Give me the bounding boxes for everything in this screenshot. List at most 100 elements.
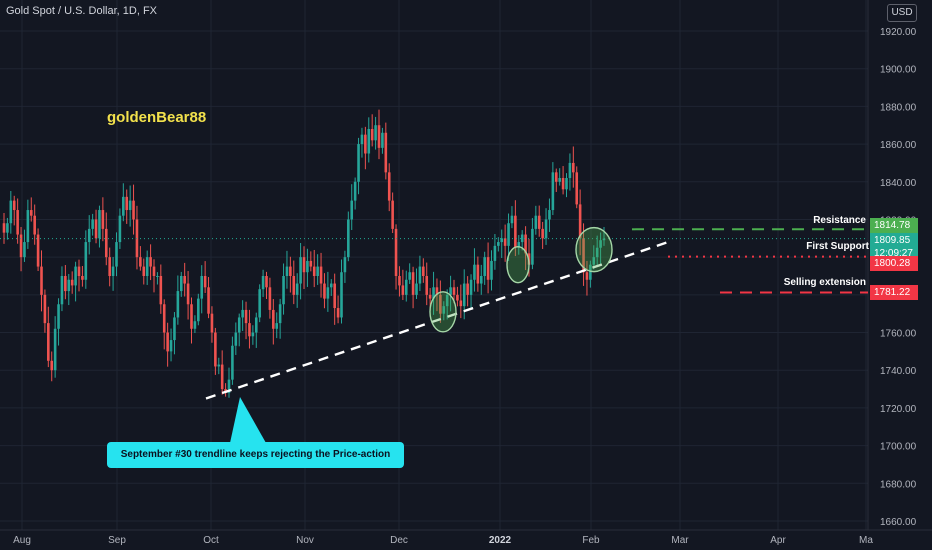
candle-body [289,266,292,276]
candle-body [12,200,16,211]
candlestick-series [2,109,606,398]
candle-body [572,162,575,173]
candle-body [254,317,258,333]
candle-body [589,264,592,280]
candle-body [299,257,302,284]
candle-body [265,276,268,288]
candle-body [125,196,129,211]
candle-body [47,323,50,361]
candle-body [6,223,9,233]
candle-body [19,234,23,258]
candle-body [179,276,183,292]
candle-body [156,276,159,277]
candle-body [145,257,149,276]
candle-body [493,245,497,261]
candle-body [282,276,285,305]
x-tick-label: Dec [390,535,408,546]
candle-body [67,279,71,292]
callout-pointer [230,397,266,443]
candle-body [81,276,84,280]
selling-extension-price-tag: 1781.22 [870,285,918,300]
chart-annotations [0,226,868,443]
y-tick-label: 1860.00 [880,140,917,151]
y-tick-label: 1880.00 [880,102,917,113]
candle-body [152,266,156,276]
candle-body [425,276,429,295]
candle-body [364,134,367,154]
currency-selector[interactable]: USD [887,4,917,22]
candle-body [534,215,538,229]
candle-body [162,304,166,333]
candle-body [285,266,289,276]
candle-body [514,215,517,248]
candle-body [353,181,357,201]
candle-body [64,276,67,292]
y-tick-label: 1840.00 [880,178,917,189]
author-watermark: goldenBear88 [107,109,207,126]
candle-body [466,283,469,295]
candle-body [312,266,316,276]
candle-body [118,215,122,243]
candle-body [459,300,463,307]
candle-body [258,289,261,318]
candle-body [166,332,169,352]
candle-body [483,257,486,276]
candle-body [91,219,94,229]
trendline-callout: September #30 trendline keeps rejecting … [107,442,404,468]
candle-body [387,172,391,201]
candle-body [36,234,40,267]
candle-body [248,323,251,337]
y-tick-label: 1900.00 [880,65,917,76]
candle-body [343,257,347,273]
bar-countdown: 12:09:27 [874,248,913,259]
candle-body [104,228,108,258]
candle-body [500,238,504,243]
candle-body [558,178,561,182]
candle-body [476,264,480,284]
candle-body [309,260,313,267]
candle-body [418,266,422,284]
y-tick-label: 1720.00 [880,404,917,415]
candle-body [333,283,336,309]
candle-body [316,266,319,276]
candle-body [469,279,473,295]
candle-body [139,257,142,267]
resistance-label: Resistance [813,215,866,226]
candle-body [203,276,207,288]
candle-body [207,287,210,314]
candle-body [360,134,364,145]
candle-body [176,291,180,318]
y-tick-label: 1760.00 [880,329,917,340]
current-price: 1809.85 [874,235,911,246]
candle-body [503,238,507,246]
candle-body [486,257,490,280]
candle-body [173,317,176,341]
candle-body [507,223,510,246]
candle-body [74,266,77,286]
y-tick-label: 1700.00 [880,442,917,453]
candle-body [398,276,401,286]
candle-body [33,215,36,235]
candle-body [210,313,214,333]
candle-body [272,309,275,329]
candle-body [200,276,204,299]
candle-body [295,283,299,295]
candle-body [234,332,238,346]
candle-body [340,272,343,318]
candle-body [241,309,244,318]
candle-body [449,287,452,295]
candle-body [575,172,579,205]
candle-body [479,276,483,284]
candle-body [261,276,265,290]
candle-body [561,178,565,190]
candle-body [336,308,340,318]
candle-body [497,242,500,246]
x-tick-label: 2022 [489,535,512,546]
candle-body [462,283,466,307]
chart-title: Gold Spot / U.S. Dollar, 1D, FX [6,5,158,17]
candle-body [520,234,524,243]
candle-body [582,238,585,273]
candle-body [401,285,405,295]
x-axis-labels: Aug Sep Oct Nov Dec 2022 Feb Mar Apr Ma [13,535,873,546]
